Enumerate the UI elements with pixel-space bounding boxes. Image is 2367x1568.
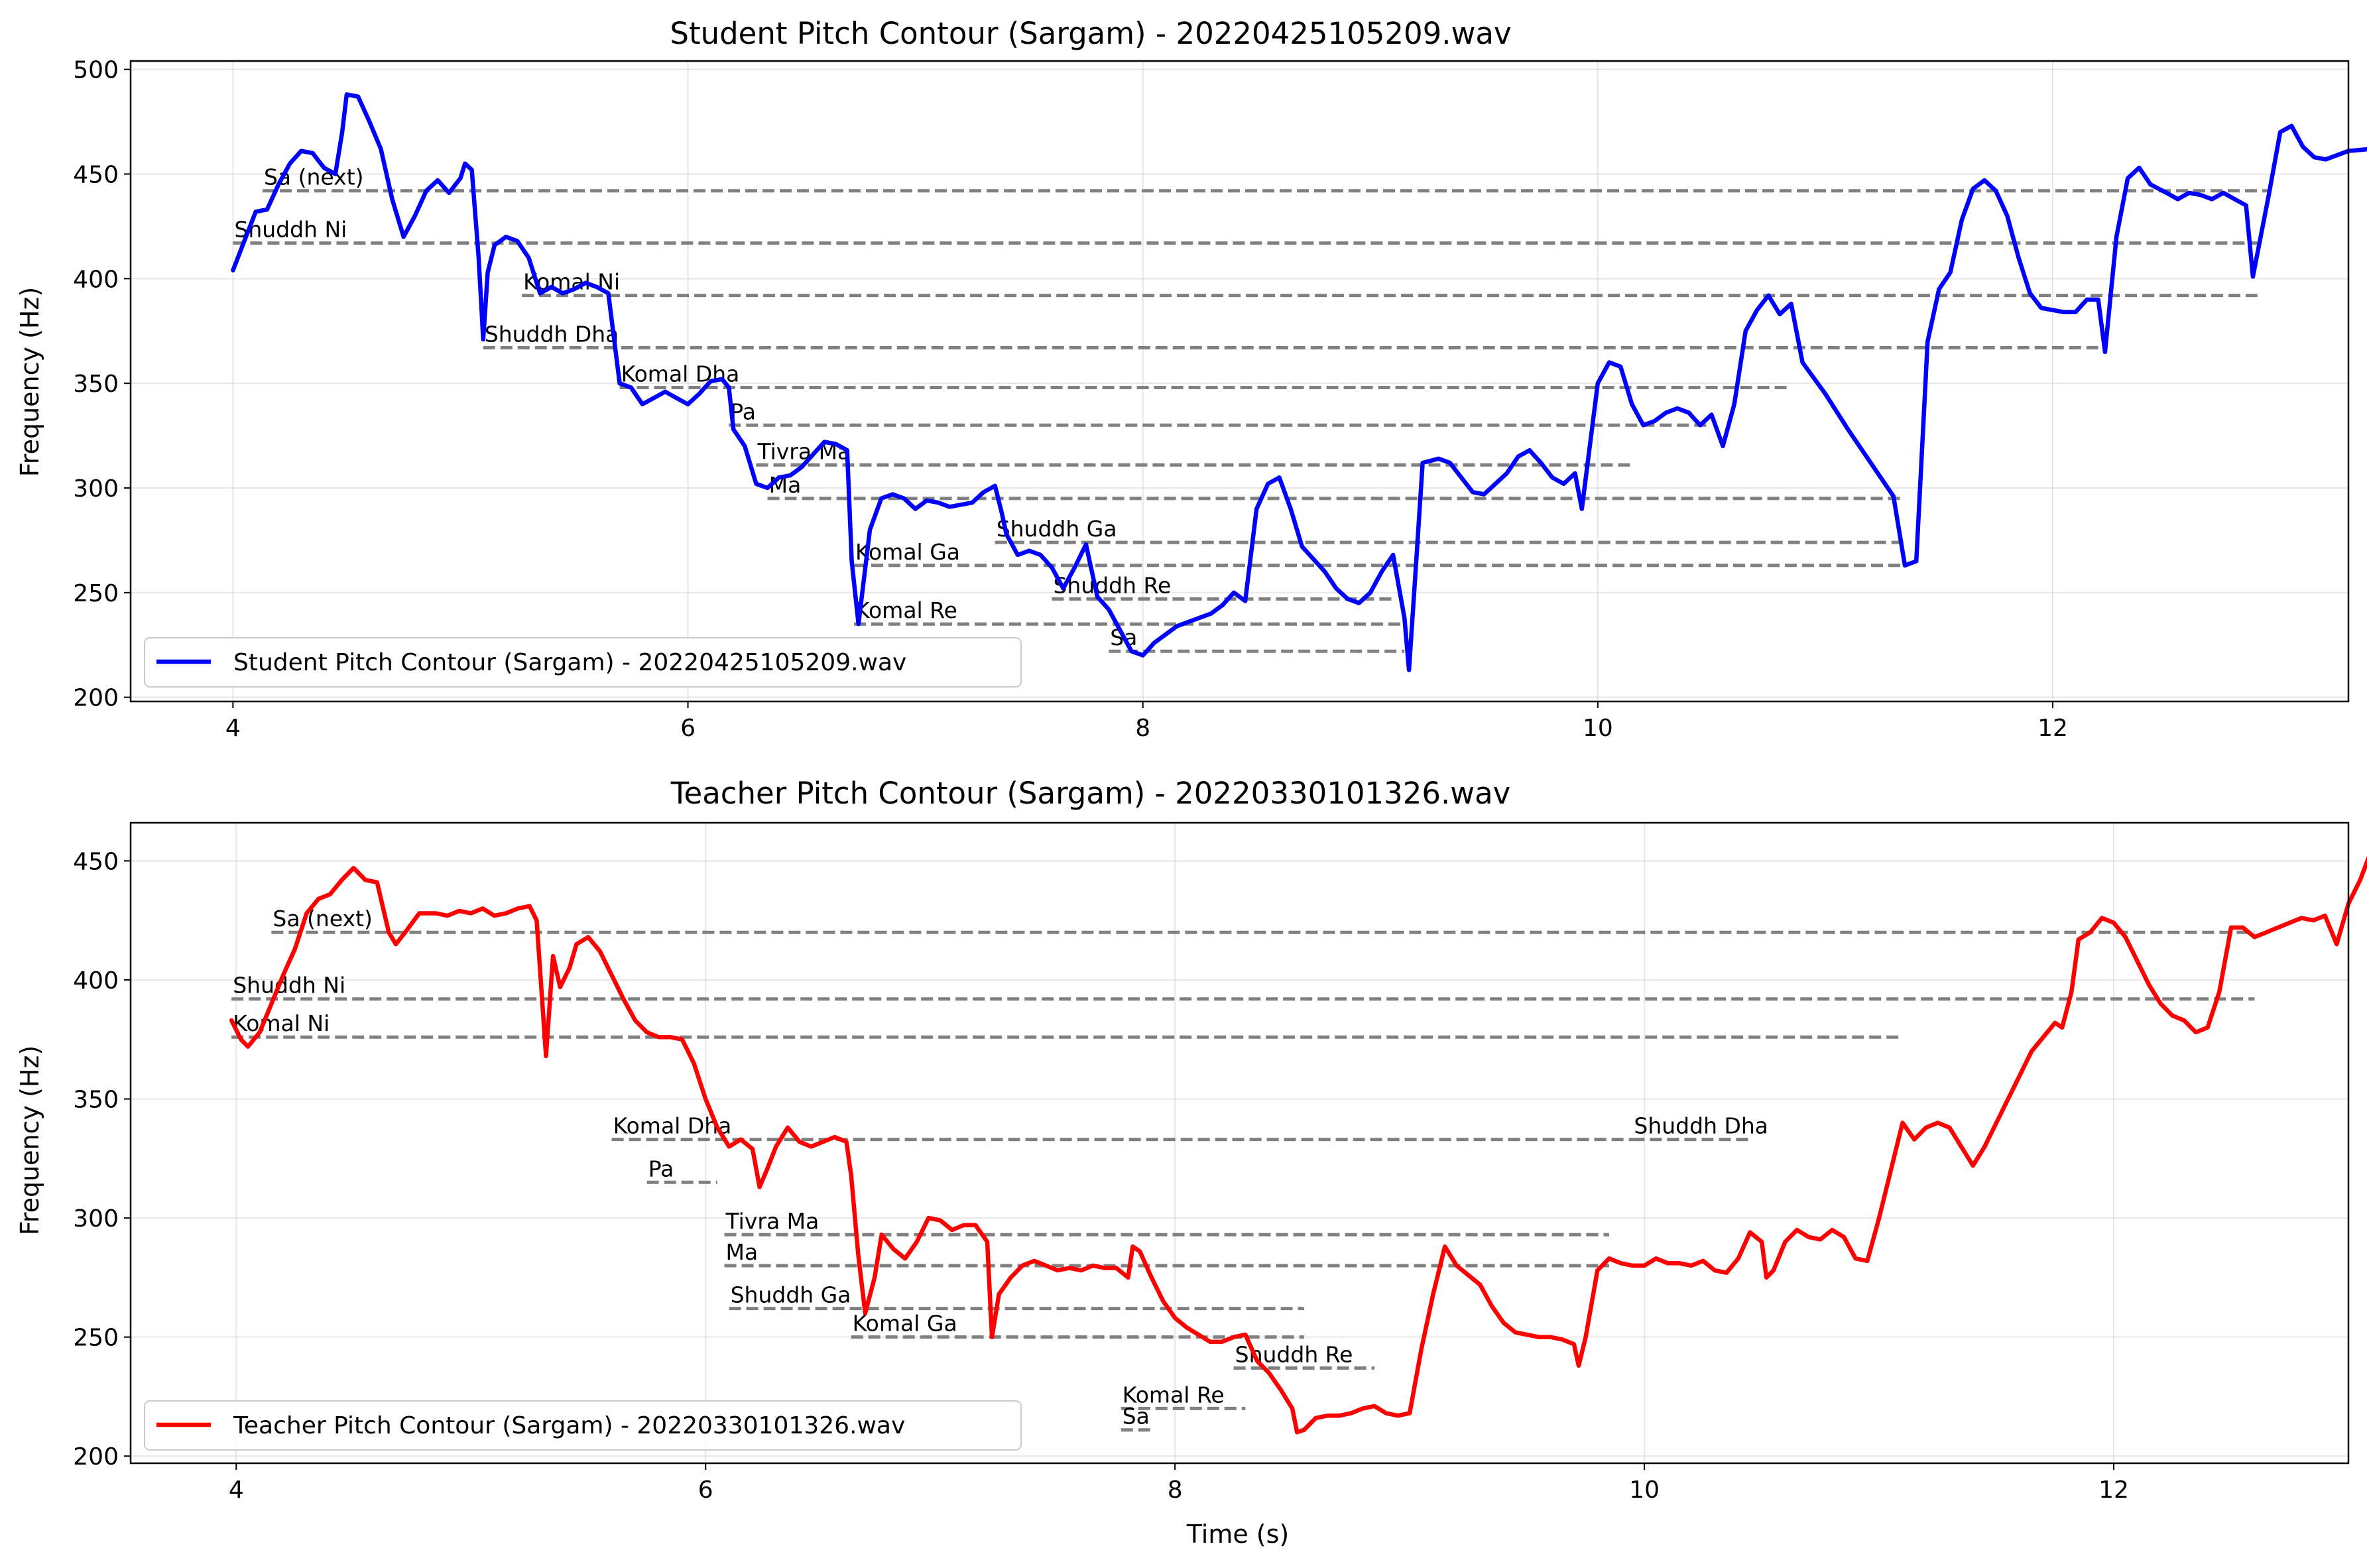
student-y-axis-label: Frequency (Hz) [15, 287, 44, 477]
teacher-y-tick-label: 400 [73, 967, 119, 995]
teacher-y-tick-label: 450 [73, 848, 119, 875]
student-ref-label: Shuddh Re [1053, 572, 1171, 598]
teacher-ref-label: Shuddh Dha [1634, 1113, 1768, 1139]
student-ref-label: Komal Ga [855, 539, 960, 565]
student-legend: Student Pitch Contour (Sargam) - 2022042… [144, 637, 1022, 688]
student-ref-label: Komal Dha [621, 361, 740, 387]
teacher-ref-label: Tivra Ma [725, 1208, 819, 1234]
student-y-tick-label: 350 [73, 371, 119, 398]
student-x-tick-label: 12 [2037, 715, 2068, 742]
student-y-tick-label: 500 [73, 57, 119, 84]
teacher-ref-label: Komal Ni [233, 1010, 330, 1036]
student-legend-label: Student Pitch Contour (Sargam) - 2022042… [233, 649, 906, 676]
teacher-pitch-line [229, 855, 2367, 1435]
student-chart: Student Pitch Contour (Sargam) - 2022042… [15, 16, 2367, 742]
teacher-y-axis-label: Frequency (Hz) [15, 1046, 44, 1236]
teacher-ref-label: Komal Re [1123, 1382, 1225, 1408]
teacher-legend: Teacher Pitch Contour (Sargam) - 2022033… [144, 1400, 1022, 1451]
teacher-y-tick-label: 250 [73, 1325, 119, 1352]
teacher-legend-box [144, 1400, 1022, 1451]
student-pitch-line [231, 92, 2367, 672]
student-chart-title: Student Pitch Contour (Sargam) - 2022042… [670, 16, 1511, 51]
student-ref-label: Komal Re [855, 597, 957, 623]
student-y-tick-label: 200 [73, 685, 119, 712]
teacher-x-tick-label: 10 [1629, 1477, 1660, 1504]
teacher-x-tick-label: 12 [2098, 1477, 2129, 1504]
teacher-y-tick-label: 350 [73, 1087, 119, 1114]
teacher-plot-area: Sa (next) Shuddh Ni Komal Ni Shuddh Dha Koma… [73, 821, 2367, 1504]
student-x-tick-label: 10 [1583, 715, 1613, 742]
teacher-chart: Teacher Pitch Contour (Sargam) - 2022033… [15, 776, 2367, 1549]
student-x-tick-label: 8 [1135, 715, 1150, 742]
teacher-ref-label: Sa [1123, 1404, 1150, 1429]
student-y-tick-label: 300 [73, 475, 119, 503]
student-y-tick-label: 400 [73, 266, 119, 293]
teacher-ref-label: Komal Ga [853, 1311, 957, 1337]
teacher-axes-frame [129, 821, 2350, 1465]
student-x-tick-label: 6 [680, 715, 696, 742]
teacher-x-tick-label: 4 [229, 1477, 244, 1504]
student-ref-label: Shuddh Dha [485, 321, 619, 347]
teacher-x-axis-label: Time (s) [1186, 1520, 1290, 1549]
student-axes-frame [129, 60, 2350, 703]
teacher-ref-label: Shuddh Ga [731, 1282, 851, 1308]
teacher-y-tick-label: 300 [73, 1205, 119, 1233]
teacher-x-tick-label: 6 [698, 1477, 713, 1504]
student-legend-box [144, 637, 1022, 688]
student-y-tick-label: 450 [73, 161, 119, 188]
student-y-tick-label: 250 [73, 580, 119, 607]
teacher-x-tick-label: 8 [1168, 1477, 1183, 1504]
student-x-tick-label: 4 [225, 715, 241, 742]
teacher-ref-label: Sa (next) [273, 906, 373, 932]
teacher-ref-label: Pa [648, 1156, 674, 1181]
teacher-chart-title: Teacher Pitch Contour (Sargam) - 2022033… [670, 776, 1511, 811]
teacher-y-tick-label: 200 [73, 1443, 119, 1471]
teacher-ref-label: Ma [726, 1239, 759, 1265]
teacher-ref-label: Shuddh Ni [233, 973, 345, 998]
student-ref-label: Shuddh Ga [997, 516, 1117, 542]
teacher-legend-label: Teacher Pitch Contour (Sargam) - 2022033… [233, 1412, 905, 1439]
